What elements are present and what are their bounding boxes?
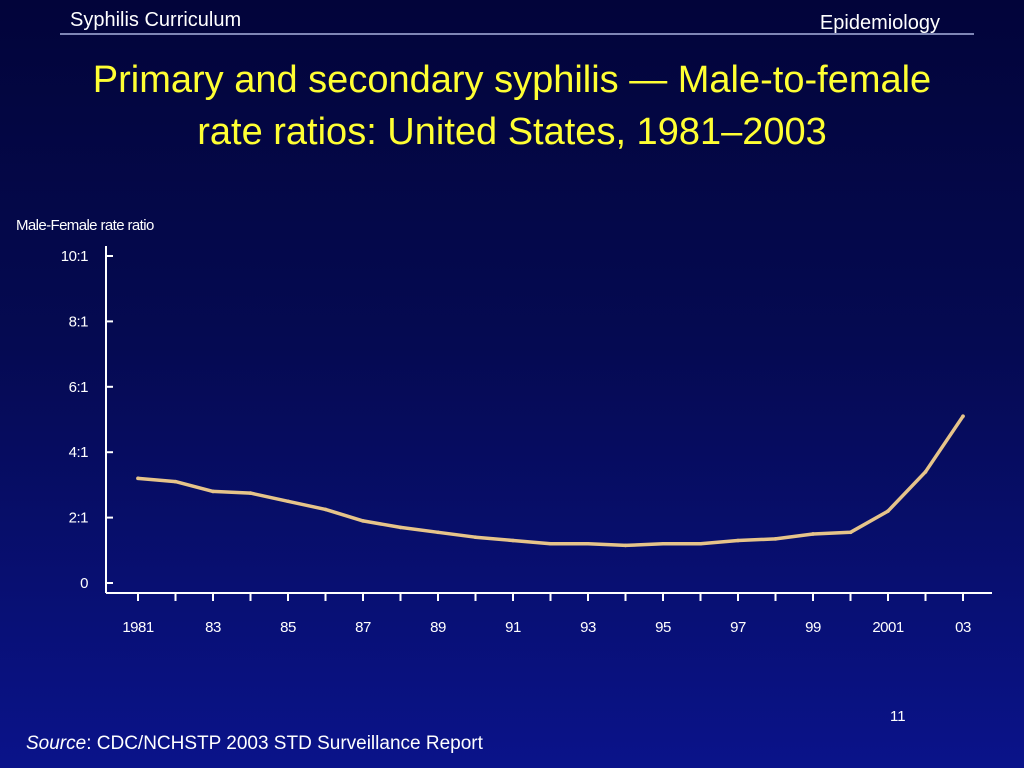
- data-point: [623, 543, 628, 548]
- y-tick-label: 2:1: [69, 510, 89, 527]
- source-note: Source: CDC/NCHSTP 2003 STD Surveillance…: [26, 733, 483, 755]
- data-point: [923, 470, 928, 474]
- data-point: [398, 525, 403, 530]
- x-tick-label: 2001: [872, 619, 904, 636]
- x-tick-label: 1981: [122, 619, 154, 636]
- data-point: [136, 476, 140, 481]
- data-point: [886, 509, 890, 513]
- data-point: [286, 499, 290, 504]
- data-point: [211, 489, 215, 494]
- x-tick-label: 83: [205, 619, 221, 636]
- y-tick-label: 6:1: [69, 379, 89, 396]
- slide-title: Primary and secondary syphilis — Male-to…: [92, 59, 932, 153]
- data-point: [736, 538, 740, 543]
- series-line: [136, 414, 965, 548]
- data-point: [961, 414, 965, 419]
- data-point: [811, 532, 815, 536]
- data-point: [661, 541, 665, 546]
- data-point: [773, 537, 778, 541]
- x-tick-label: 91: [505, 619, 521, 636]
- y-tick-label: 8:1: [69, 313, 89, 330]
- data-point: [323, 507, 328, 512]
- x-tick-label: 85: [280, 619, 296, 636]
- x-tick-label: 93: [580, 619, 596, 636]
- data-point: [586, 541, 590, 546]
- x-tick-label: 99: [805, 619, 821, 636]
- header-section-title: Epidemiology: [819, 12, 940, 34]
- x-tick-label: 87: [355, 619, 371, 636]
- data-point: [548, 541, 553, 546]
- x-tick-label: 95: [655, 619, 671, 636]
- page-number: 11: [890, 708, 906, 725]
- x-tick-label: 89: [430, 619, 446, 636]
- header-divider: [60, 33, 974, 35]
- data-point: [511, 538, 515, 543]
- source-label: Source: [26, 733, 87, 754]
- data-point: [473, 535, 478, 540]
- y-tick-label: 0: [80, 575, 88, 592]
- x-tick-label: 97: [730, 619, 746, 636]
- y-tick-label: 10:1: [61, 248, 88, 265]
- header-course-title: Syphilis Curriculum: [70, 9, 242, 31]
- source-text: : CDC/NCHSTP 2003 STD Surveillance Repor…: [86, 733, 483, 754]
- data-point: [361, 519, 365, 523]
- y-axis-label: Male-Female rate ratio: [16, 217, 154, 234]
- data-point: [173, 479, 178, 484]
- y-tick-label: 4:1: [69, 444, 89, 461]
- data-point: [248, 491, 253, 495]
- x-tick-label: 03: [955, 619, 971, 636]
- data-point: [698, 541, 703, 546]
- data-point: [436, 530, 440, 535]
- data-point: [848, 530, 853, 535]
